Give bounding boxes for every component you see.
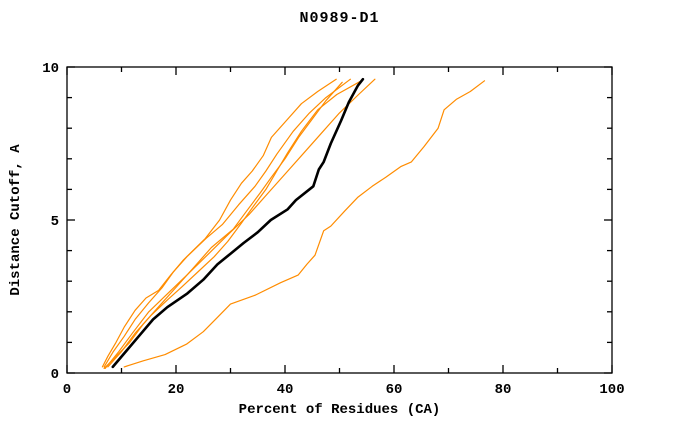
chart-title: N0989-D1 <box>299 10 380 27</box>
series-model-4 <box>107 80 362 368</box>
x-tick-label: 40 <box>277 382 294 398</box>
y-tick-label: 5 <box>51 214 59 230</box>
series-model-1 <box>101 78 337 368</box>
x-tick-label: 20 <box>168 382 185 398</box>
series-reference <box>111 77 365 369</box>
x-tick-label: 60 <box>386 382 403 398</box>
series-model-2 <box>103 78 351 368</box>
x-tick-label: 80 <box>495 382 512 398</box>
series-model-5 <box>103 81 343 369</box>
y-axis-label: Distance Cutoff, A <box>8 144 24 296</box>
x-axis-label: Percent of Residues (CA) <box>238 402 441 418</box>
y-tick-label: 0 <box>51 367 59 383</box>
y-tick-label: 10 <box>42 61 59 77</box>
series-model-3 <box>104 78 376 369</box>
x-tick-label: 0 <box>63 382 71 398</box>
series-model-6-outlier <box>123 80 486 368</box>
x-tick-label: 100 <box>599 382 624 398</box>
